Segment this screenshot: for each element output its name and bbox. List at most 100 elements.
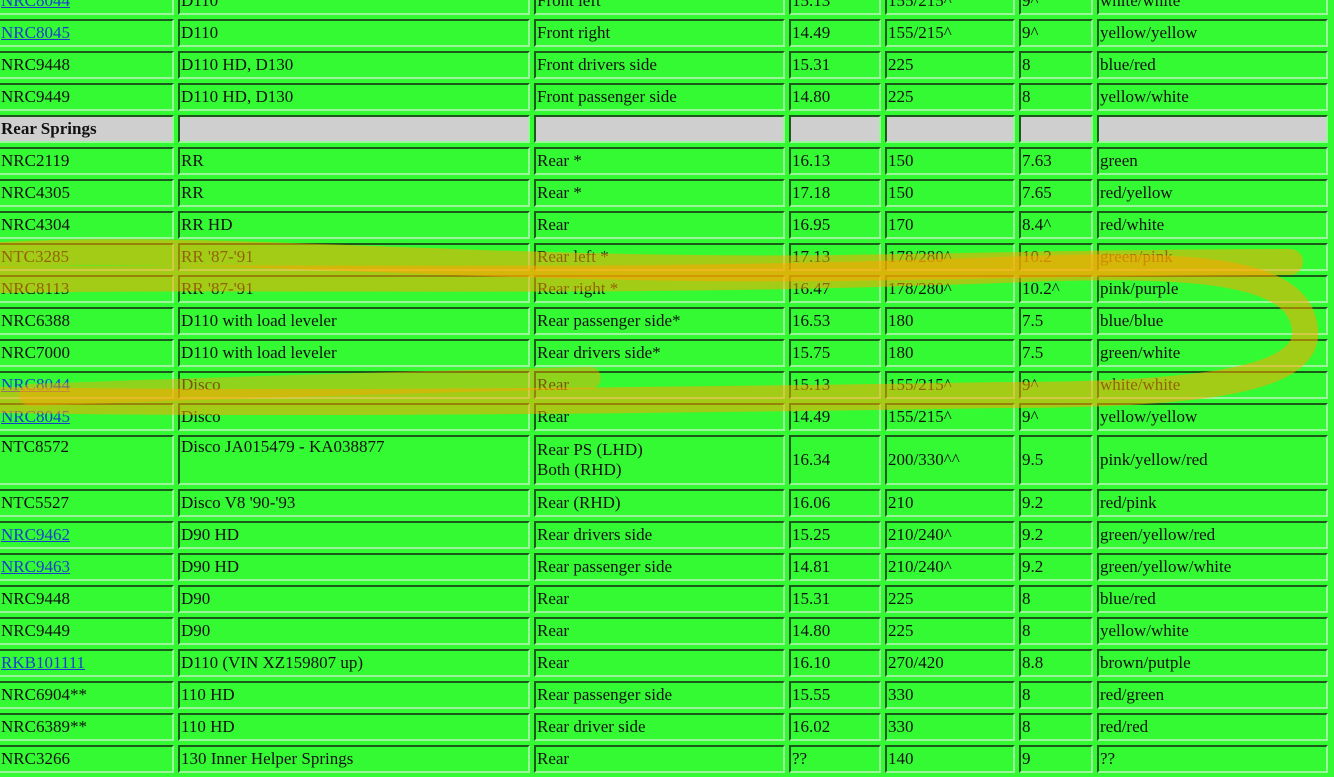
model-text: D90: [181, 621, 211, 640]
position-text-2: Both (RHD): [537, 460, 622, 479]
cell-part: NRC8044: [0, 0, 174, 15]
rate-text: 225: [888, 589, 914, 608]
length-text: 17.13: [792, 247, 831, 266]
position-text: Rear: [537, 653, 570, 672]
cell-position: Front passenger side: [534, 83, 785, 111]
table-row: NRC9449 D110 HD, D130 Front passenger side…: [0, 83, 1328, 111]
cell-length: 16.06: [789, 489, 881, 517]
coils-text: 9.2: [1022, 525, 1044, 544]
cell-model: D90: [178, 585, 530, 613]
colour-text: green/white: [1100, 343, 1181, 362]
table-row: NRC9462 D90 HD Rear drivers side 15.25 210/2…: [0, 521, 1328, 549]
coils-text: 7.5: [1022, 311, 1044, 330]
cell-position: Rear left *: [534, 243, 785, 271]
cell-length: 16.95: [789, 211, 881, 239]
rate-text: 180: [888, 343, 914, 362]
cell-part: NRC4304: [0, 211, 174, 239]
colour-text: red/green: [1100, 685, 1165, 704]
position-text: Rear passenger side*: [537, 311, 681, 330]
length-text: 16.95: [792, 215, 831, 234]
table-row: NRC8045 D110 Front right 14.49 155/215^ 9^ yel…: [0, 19, 1328, 47]
cell-model: RR: [178, 147, 530, 175]
rate-text: 150: [888, 183, 914, 202]
model-text: Disco V8 '90-'93: [181, 493, 296, 512]
position-text: Rear *: [537, 183, 582, 202]
coils-text: 9^: [1022, 375, 1039, 394]
model-text: RR: [181, 183, 204, 202]
cell-coils: 7.5: [1019, 307, 1093, 335]
cell-model: D110: [178, 19, 530, 47]
coils-text: 7.65: [1022, 183, 1052, 202]
cell-rate: 330: [885, 681, 1015, 709]
position-text: Front passenger side: [537, 87, 677, 106]
coils-text: 10.2: [1022, 247, 1052, 266]
table-row: NRC6388 D110 with load leveler Rear passen…: [0, 307, 1328, 335]
cell-rate: [885, 115, 1015, 143]
cell-model: D110 (VIN XZ159807 up): [178, 649, 530, 677]
table-row: NRC4304 RR HD Rear 16.95 170 8.4^ red/white: [0, 211, 1328, 239]
rate-text: 270/420: [888, 653, 944, 672]
position-text: Front drivers side: [537, 55, 657, 74]
cell-model: 110 HD: [178, 681, 530, 709]
cell-part: NTC5527: [0, 489, 174, 517]
cell-length: 15.31: [789, 585, 881, 613]
cell-rate: 150: [885, 147, 1015, 175]
cell-colour: green/yellow/white: [1097, 553, 1328, 581]
part-number-link[interactable]: NRC9463: [1, 557, 70, 576]
position-text: Rear (RHD): [537, 493, 621, 512]
cell-position: Rear (RHD): [534, 489, 785, 517]
cell-part: RKB101111: [0, 649, 174, 677]
cell-model: D90 HD: [178, 521, 530, 549]
position-text: Rear: [537, 215, 570, 234]
model-text: D110: [181, 23, 219, 42]
cell-position: Rear: [534, 745, 785, 773]
table-row: RKB101111 D110 (VIN XZ159807 up) Rear 16.10…: [0, 649, 1328, 677]
part-number-link[interactable]: RKB101111: [1, 653, 86, 672]
length-text: 14.80: [792, 87, 831, 106]
cell-part: NRC8045: [0, 19, 174, 47]
coils-text: 8: [1022, 685, 1031, 704]
cell-coils: 9: [1019, 745, 1093, 773]
part-number-link[interactable]: NRC8044: [1, 0, 70, 10]
cell-part: NTC8572: [0, 435, 174, 485]
cell-position: Rear *: [534, 147, 785, 175]
part-text: NRC9449: [1, 87, 70, 106]
cell-position: [534, 115, 785, 143]
cell-position: Rear drivers side*: [534, 339, 785, 367]
cell-model: D110 HD, D130: [178, 83, 530, 111]
model-text: D110 HD, D130: [181, 55, 294, 74]
part-text: NTC3285: [1, 247, 69, 266]
position-text: Rear PS (LHD): [537, 440, 643, 459]
cell-model: D110 HD, D130: [178, 51, 530, 79]
cell-position: Rear: [534, 403, 785, 431]
cell-model: D110 with load leveler: [178, 339, 530, 367]
cell-coils: 8: [1019, 681, 1093, 709]
part-number-link[interactable]: NRC8045: [1, 23, 70, 42]
table-row: NRC9448 D110 HD, D130 Front drivers side 15…: [0, 51, 1328, 79]
rate-text: 225: [888, 55, 914, 74]
part-number-link[interactable]: NRC8045: [1, 407, 70, 426]
part-number-link[interactable]: NRC8044: [1, 375, 70, 394]
cell-rate: 178/280^: [885, 243, 1015, 271]
part-text: NRC9448: [1, 589, 70, 608]
cell-colour: yellow/white: [1097, 617, 1328, 645]
coils-text: 8: [1022, 87, 1031, 106]
cell-model: D90 HD: [178, 553, 530, 581]
cell-position: Front drivers side: [534, 51, 785, 79]
cell-position: Rear: [534, 371, 785, 399]
part-number-link[interactable]: NRC9462: [1, 525, 70, 544]
position-text: Rear drivers side*: [537, 343, 661, 362]
cell-model: Disco: [178, 403, 530, 431]
coils-text: 8: [1022, 621, 1031, 640]
colour-text: yellow/yellow: [1100, 23, 1198, 42]
cell-part: NRC9448: [0, 585, 174, 613]
table-row: NRC6389** 110 HD Rear driver side 16.02 330 8…: [0, 713, 1328, 741]
coils-text: 8: [1022, 55, 1031, 74]
length-text: 14.49: [792, 23, 831, 42]
cell-rate: 155/215^: [885, 0, 1015, 15]
cell-position: Rear right *: [534, 275, 785, 303]
cell-length: 14.81: [789, 553, 881, 581]
cell-colour: yellow/white: [1097, 83, 1328, 111]
